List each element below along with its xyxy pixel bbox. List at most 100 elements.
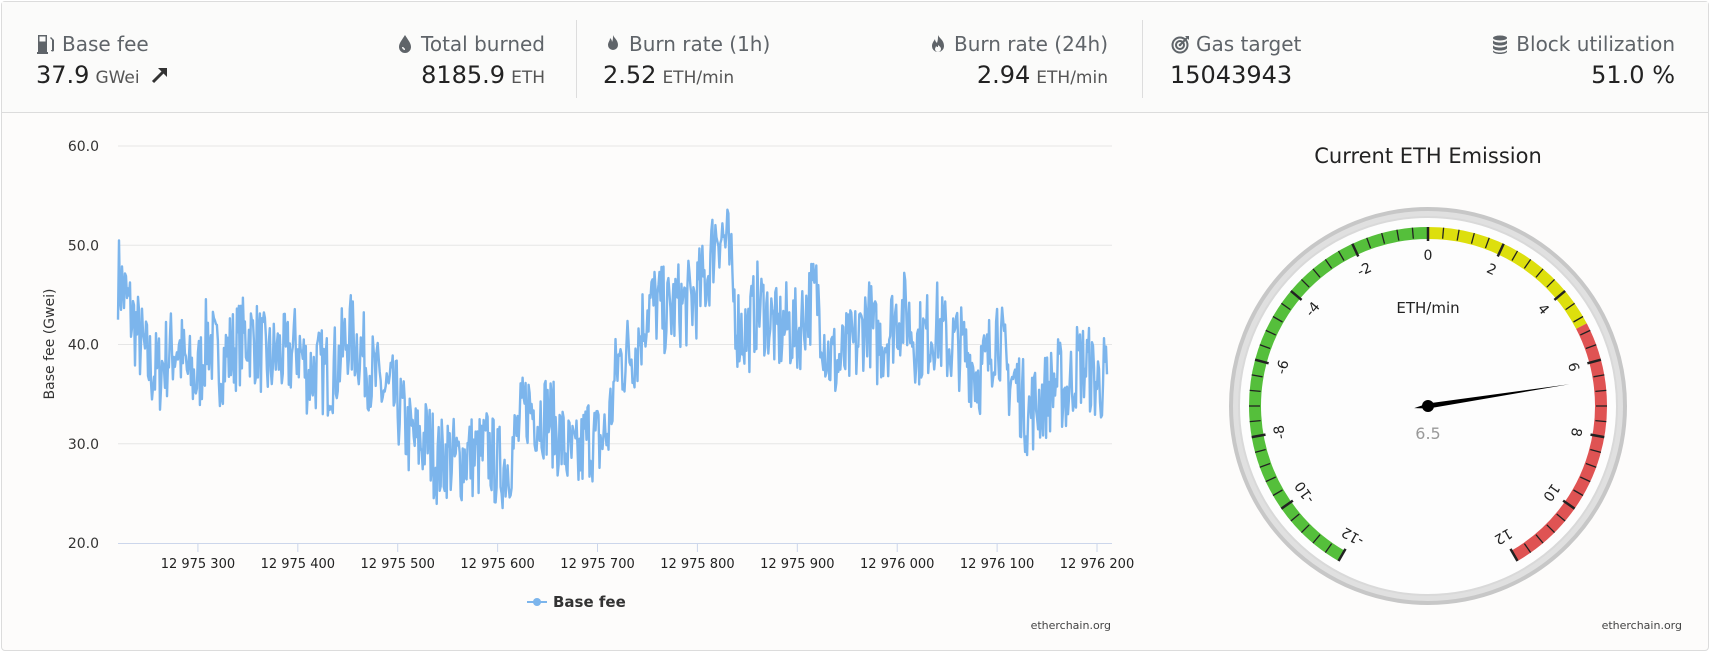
gauge-tick: [1324, 258, 1333, 269]
base-fee-series-line[interactable]: [116, 208, 1109, 510]
stat-total-burned: Total burned 8185.9 ETH: [395, 32, 545, 89]
gauge-band: [1427, 227, 1587, 329]
gauge-tick: [1396, 229, 1400, 241]
x-tick-label: 12 976 000: [860, 557, 934, 572]
gauge-tick: [1337, 250, 1345, 261]
y-tick-label: 50.0: [68, 238, 99, 254]
gauge-tick: [1290, 289, 1303, 301]
x-tick-label: 12 975 600: [460, 557, 534, 572]
burn-rate-1h-label: Burn rate (1h): [629, 32, 771, 56]
gauge-tick: [1456, 229, 1460, 241]
chart-credit[interactable]: etherchain.org: [1031, 619, 1111, 632]
gauge-tick: [1337, 548, 1347, 562]
stat-block-utilization: Block utilization 51.0 %: [1490, 32, 1675, 89]
burn-rate-24h-value: 2.94: [976, 61, 1031, 89]
legend-label: Base fee: [553, 593, 626, 611]
burn-rate-1h-unit: ETH/min: [662, 68, 735, 88]
gauge-tick: [1324, 543, 1333, 554]
gauge-tick: [1381, 232, 1386, 244]
database-icon: [1490, 33, 1510, 55]
y-tick-label: 40.0: [68, 338, 99, 354]
gauge-tick: [1300, 278, 1310, 288]
gauge-tick: [1312, 534, 1321, 544]
gauge-tick: [1573, 489, 1584, 497]
gauge-tick: [1280, 499, 1294, 510]
x-tick-label: 12 975 900: [760, 557, 834, 572]
gauge-tick: [1511, 250, 1519, 261]
gauge-tick: [1556, 513, 1566, 522]
gauge-tick: [1254, 448, 1266, 453]
gauge-tick: [1585, 344, 1597, 350]
gauge-tick: [1249, 419, 1261, 423]
gauge-tick: [1280, 302, 1291, 311]
gauge-value-label: 6.5: [1415, 424, 1440, 443]
gauge-tick: [1523, 258, 1532, 269]
x-tick-label: 12 975 300: [161, 557, 235, 572]
flame-icon: [603, 33, 623, 55]
gauge-tick: [1366, 237, 1372, 249]
base-fee-unit: GWei: [95, 68, 140, 88]
gauge-tick: [1546, 524, 1556, 534]
gauge-tick-label: -2: [1355, 260, 1374, 280]
gauge-tick: [1585, 462, 1597, 468]
gauge-tick: [1587, 358, 1602, 365]
gauge-tick: [1484, 237, 1490, 249]
gauge-tick: [1546, 278, 1556, 288]
arrow-up-right-icon: [149, 64, 171, 86]
gauge-tick-label: -8: [1271, 424, 1289, 441]
target-icon: [1170, 33, 1190, 55]
charts-area: 20.0 30.0 40.0 50.0 60.0 12 975 300 12 975 400…: [42, 139, 1682, 632]
stat-burn-rate-1h: Burn rate (1h) 2.52 ETH/min: [603, 32, 770, 89]
gauge-tick: [1265, 476, 1277, 483]
gauge-tick: [1251, 374, 1263, 378]
base-fee-label: Base fee: [62, 32, 149, 56]
gas-pump-icon: [36, 33, 56, 55]
gauge-tick: [1312, 268, 1321, 278]
gauge-tick: [1565, 302, 1576, 311]
gauge-title: Current ETH Emission: [1314, 144, 1542, 168]
gauge-tick: [1441, 227, 1445, 239]
gauge-tick: [1300, 524, 1310, 534]
gauge-tick: [1290, 513, 1300, 522]
gauge-tick: [1265, 329, 1277, 336]
gauge-tick: [1595, 419, 1607, 423]
gauge-tick: [1251, 433, 1266, 439]
gauge-tick: [1523, 543, 1532, 554]
separator: [1142, 20, 1143, 98]
gauge-tick: [1259, 462, 1271, 468]
block-utilization-value: 51.0 %: [1591, 61, 1675, 89]
gauge-tick-label: -6: [1274, 358, 1293, 376]
stat-gas-target: Gas target 15043943: [1170, 32, 1301, 89]
gauge-needle: [1414, 384, 1570, 409]
gauge-tick: [1272, 489, 1283, 497]
fire-icon: [928, 33, 948, 55]
stats-bar: Base fee 37.9 GWei Total burned 8185.9 ETH: [2, 2, 1708, 113]
burn-rate-1h-value: 2.52: [603, 61, 657, 89]
legend-item-base-fee[interactable]: Base fee: [527, 593, 626, 611]
gauge-tick: [1509, 548, 1519, 562]
gauge-credit[interactable]: etherchain.org: [1602, 619, 1682, 632]
gas-target-value: 15043943: [1170, 61, 1293, 89]
gauge-tick: [1470, 232, 1475, 244]
gauge-tick: [1411, 227, 1415, 239]
burn-rate-24h-label: Burn rate (24h): [953, 32, 1108, 56]
gauge-tick: [1593, 374, 1605, 378]
gauge-tick: [1562, 499, 1576, 510]
gauge-unit: ETH/min: [1396, 299, 1459, 317]
gauge-tick: [1590, 433, 1605, 439]
gauge-tick-label: 12: [1491, 525, 1514, 548]
separator: [576, 20, 577, 98]
legend-marker: [533, 598, 541, 606]
x-tick-label: 12 975 400: [261, 557, 335, 572]
gauge-tick: [1351, 243, 1360, 257]
gauge-tick: [1553, 289, 1566, 301]
gauge-tick: [1595, 389, 1607, 393]
gauge-tick: [1590, 448, 1602, 453]
gauge-tick: [1579, 329, 1591, 336]
x-tick-label: 12 975 500: [360, 557, 434, 572]
total-burned-label: Total burned: [421, 32, 545, 56]
total-burned-value: 8185.9: [421, 61, 506, 89]
gauge-tick-label: 6: [1564, 361, 1582, 374]
gauge-tick: [1579, 476, 1591, 483]
